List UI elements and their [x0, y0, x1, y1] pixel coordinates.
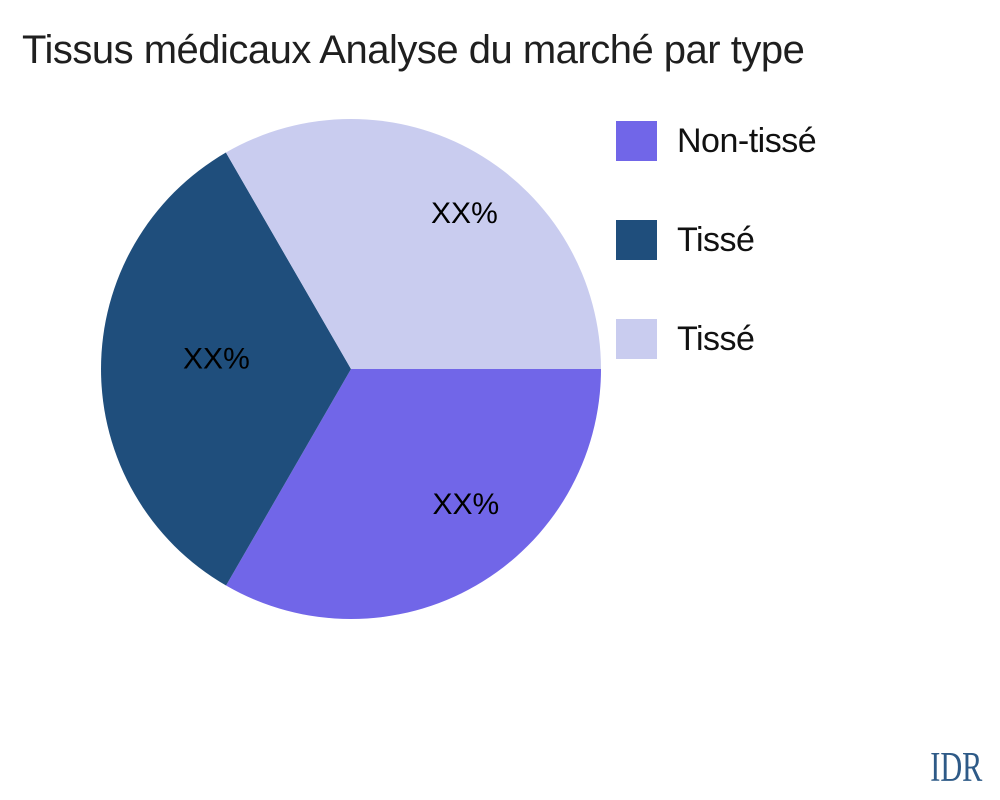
legend-item-0: Non-tissé	[616, 121, 817, 161]
pie-slice-percentage-label-1: XX%	[183, 343, 250, 376]
pie-slice-1	[101, 152, 351, 586]
legend-label: Non-tissé	[677, 121, 817, 160]
legend-swatch-icon	[616, 121, 657, 161]
legend-swatch-icon	[616, 220, 657, 260]
pie-slice-2	[225, 119, 601, 370]
chart-title: Tissus médicaux Analyse du marché par ty…	[22, 28, 805, 72]
legend-label: Tissé	[677, 220, 755, 259]
legend-label: Tissé	[677, 319, 755, 358]
legend-item-1: Tissé	[616, 220, 816, 260]
pie-slice-percentage-label-2: XX%	[431, 197, 498, 230]
legend-swatch-icon	[616, 319, 657, 359]
pie-slice-percentage-label-0: XX%	[432, 488, 499, 521]
legend: Non-tissé Tissé Tissé	[616, 121, 817, 418]
legend-item-2: Tissé	[616, 319, 816, 359]
pie-slice-0	[226, 369, 602, 619]
watermark-logo: IDR	[929, 745, 982, 791]
